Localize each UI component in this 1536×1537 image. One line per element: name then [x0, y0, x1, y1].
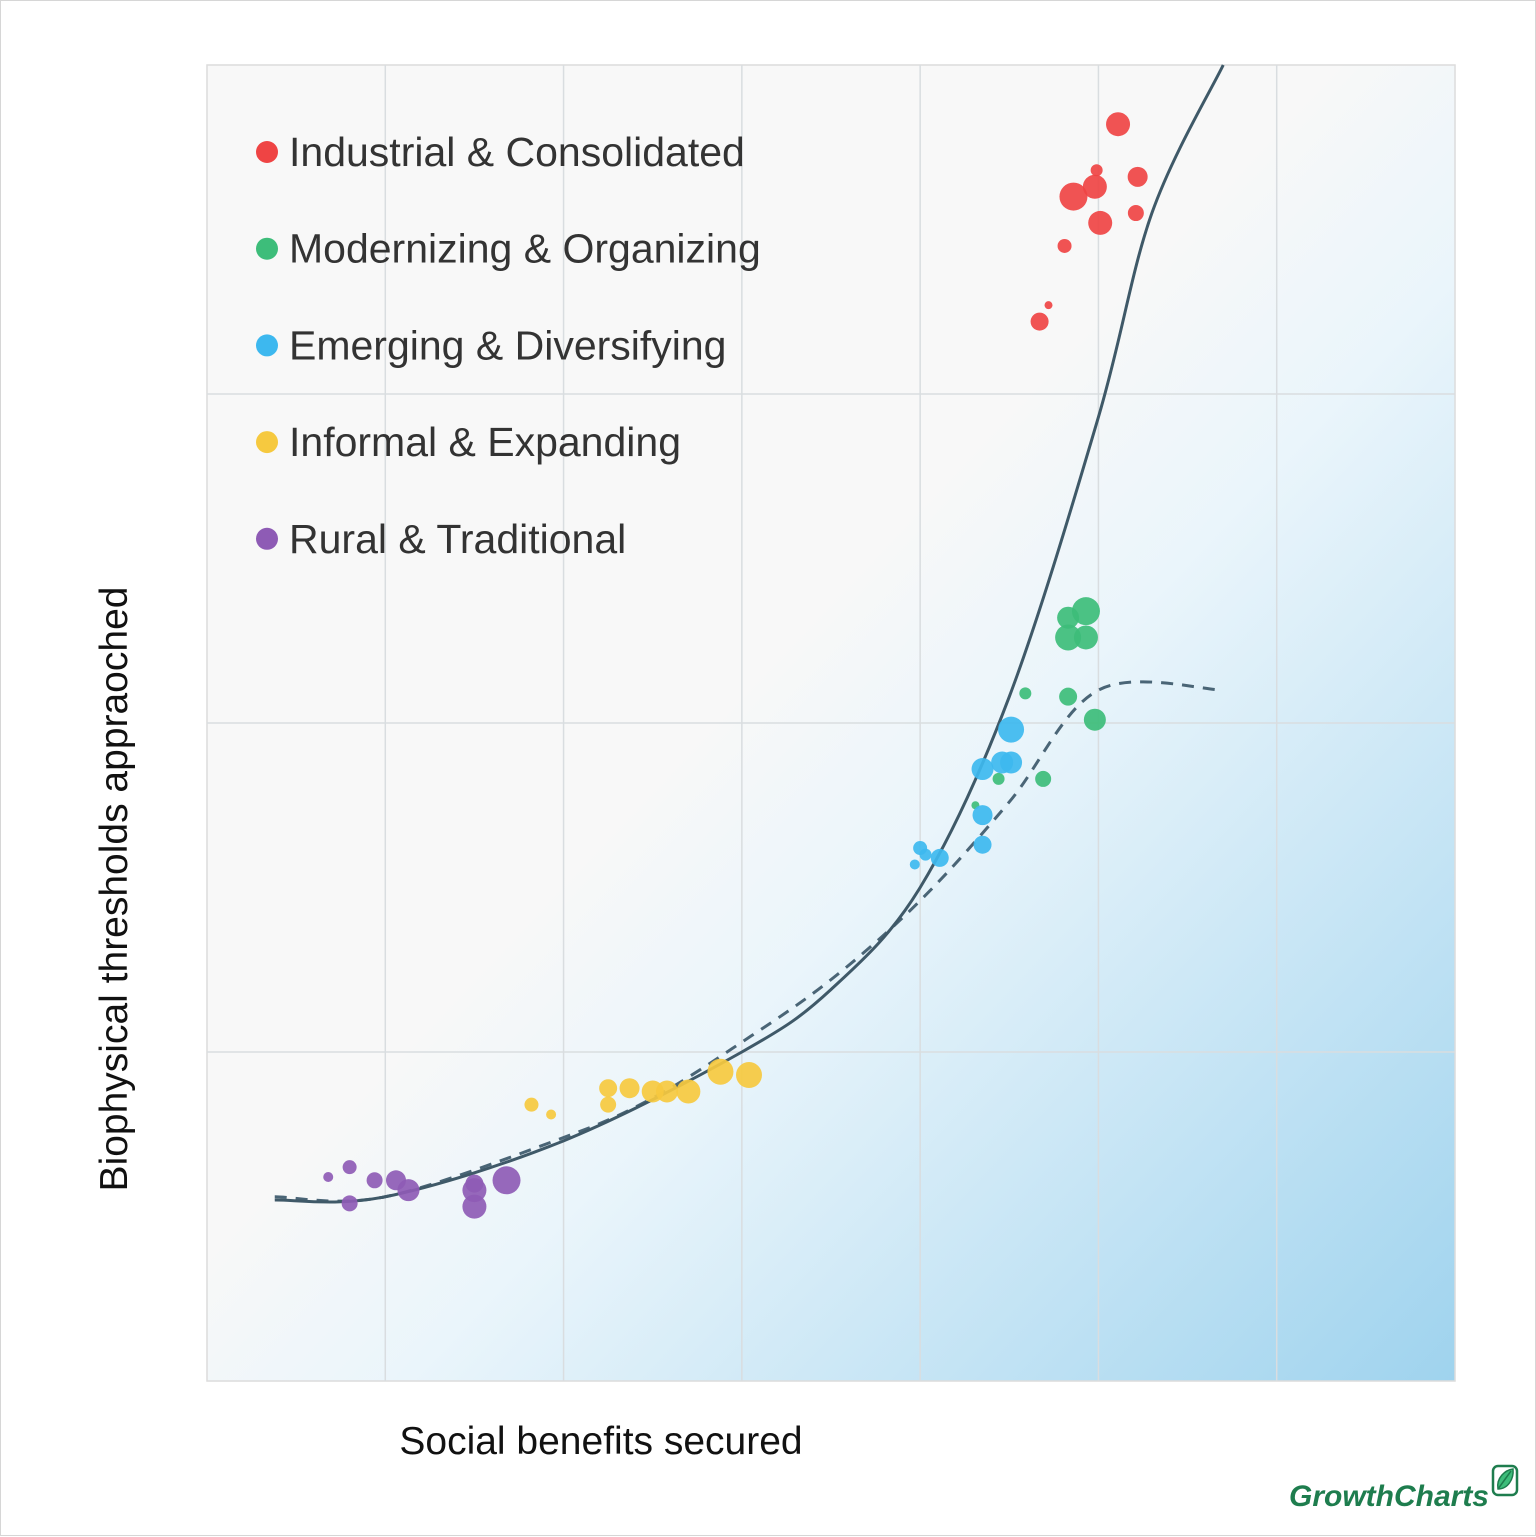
data-point: [930, 848, 949, 867]
data-point: [991, 751, 1014, 774]
data-point: [1057, 606, 1080, 629]
data-point: [973, 835, 992, 854]
data-point: [707, 1058, 734, 1085]
data-point: [462, 1194, 487, 1219]
data-point: [1055, 624, 1082, 651]
data-point: [909, 859, 920, 870]
data-point: [1044, 301, 1053, 310]
data-point: [1059, 687, 1078, 706]
data-point: [1127, 205, 1144, 222]
legend-label: Rural & Traditional: [289, 516, 626, 562]
leaf-icon: [1491, 1464, 1519, 1497]
data-point: [1030, 312, 1049, 331]
data-point: [971, 758, 994, 781]
data-point: [1083, 708, 1106, 731]
data-point: [1019, 687, 1032, 700]
data-point: [397, 1179, 420, 1202]
legend-marker: [256, 334, 278, 357]
data-point: [1082, 174, 1107, 199]
data-point: [1088, 210, 1113, 235]
data-point: [676, 1079, 701, 1104]
data-point: [1057, 238, 1072, 253]
legend-label: Industrial & Consolidated: [289, 129, 745, 175]
legend: Industrial & Consolidated Modernizing & O…: [256, 129, 761, 562]
solid-trend-line: [274, 64, 1225, 1204]
data-point: [1073, 625, 1098, 650]
data-point: [599, 1079, 618, 1098]
data-point: [1059, 182, 1088, 211]
data-point: [1127, 166, 1148, 187]
legend-label: Modernizing & Organizing: [289, 226, 761, 272]
data-point: [992, 772, 1005, 785]
data-point: [735, 1062, 762, 1089]
x-axis-title: Social benefits secured: [399, 1420, 802, 1463]
legend-marker: [256, 237, 278, 260]
brand-logo: GrowthCharts: [1289, 1464, 1519, 1513]
data-point: [1090, 164, 1103, 177]
data-point: [972, 805, 993, 826]
y-axis-title: Biophysical thresholds appraoched: [93, 587, 136, 1192]
legend-label: Informal & Expanding: [289, 419, 681, 465]
data-point: [492, 1166, 521, 1195]
data-point: [366, 1172, 383, 1189]
dashed-trend-line: [274, 680, 1224, 1203]
legend-marker: [256, 431, 278, 454]
legend-marker: [256, 141, 278, 163]
data-point: [342, 1160, 357, 1175]
legend-label: Emerging & Diversifying: [289, 322, 727, 368]
data-point: [655, 1080, 678, 1103]
data-points: [323, 112, 1148, 1219]
data-point: [600, 1096, 617, 1113]
brand-name: GrowthCharts: [1289, 1480, 1489, 1513]
gridlines: [207, 65, 1455, 1381]
data-point: [341, 1195, 358, 1212]
data-point: [619, 1078, 640, 1099]
legend-marker: [256, 527, 278, 550]
data-point: [546, 1109, 557, 1120]
data-point: [1106, 112, 1131, 137]
data-point: [998, 716, 1025, 743]
data-point: [1035, 770, 1052, 787]
data-point: [919, 848, 932, 861]
data-point: [524, 1097, 539, 1112]
data-point: [323, 1172, 334, 1183]
data-point: [465, 1174, 484, 1193]
